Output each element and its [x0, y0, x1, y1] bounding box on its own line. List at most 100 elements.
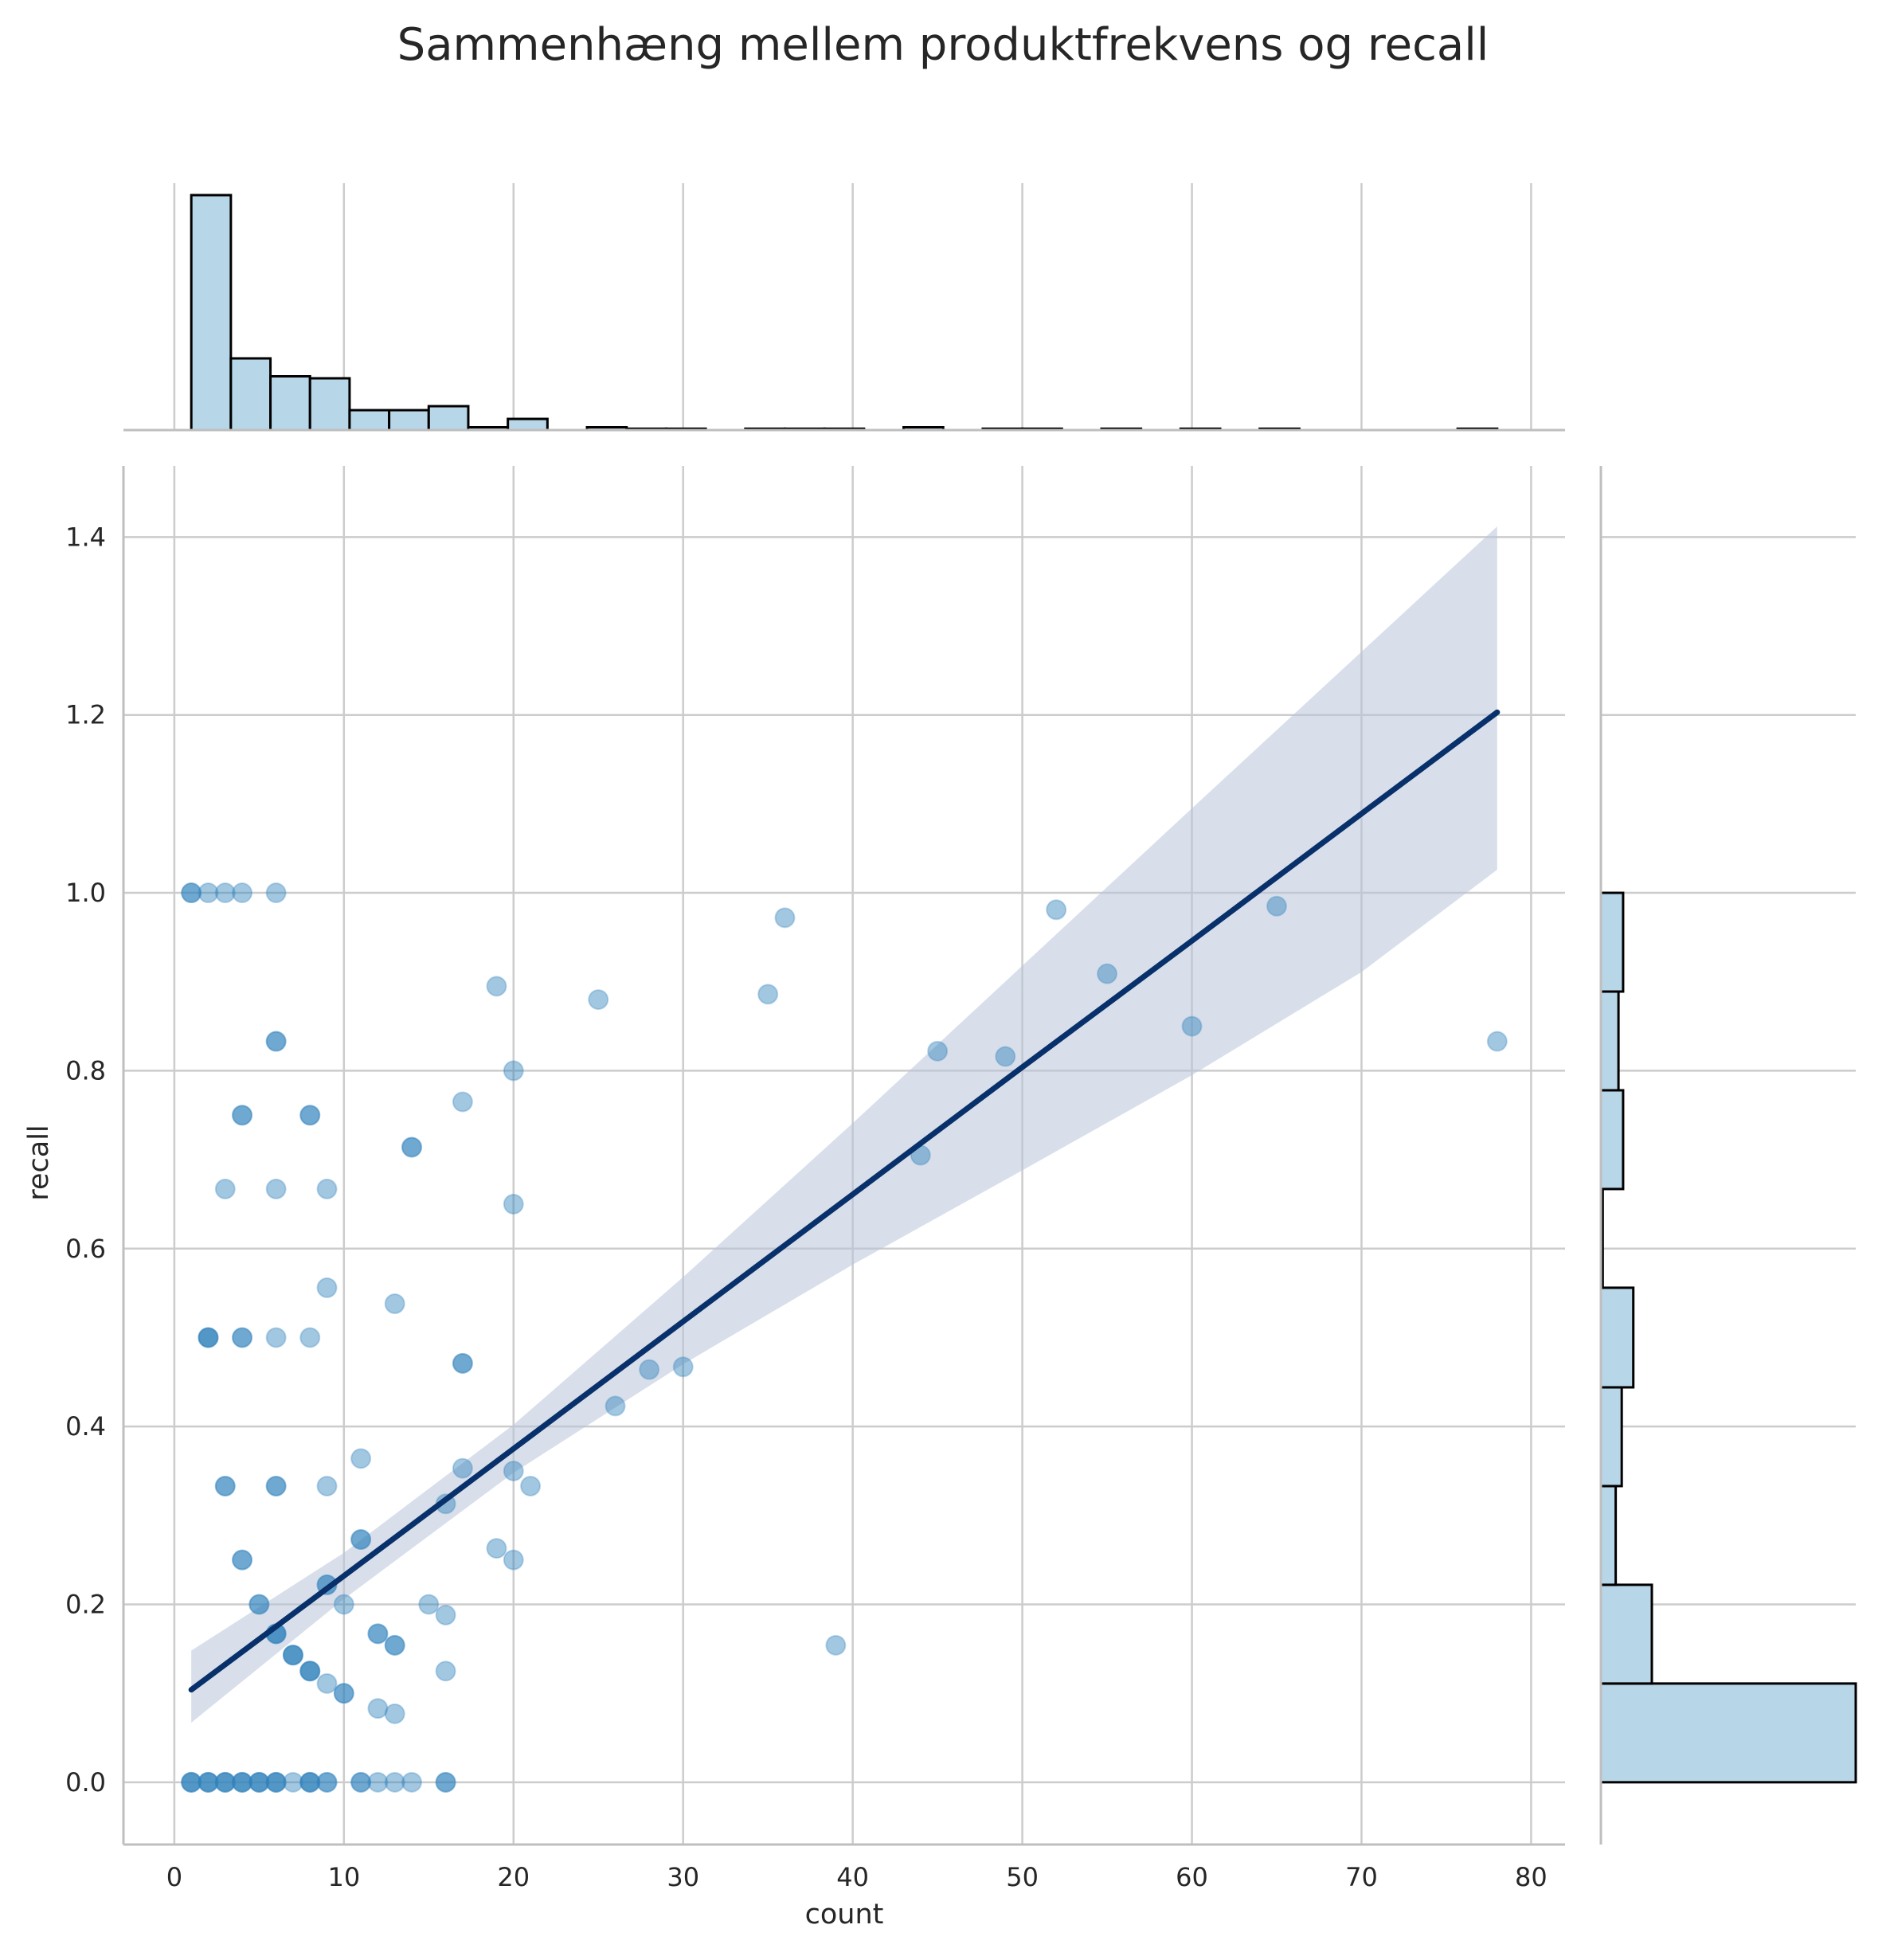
scatter-point — [214, 1771, 236, 1793]
y-histogram-bar — [1599, 1682, 1857, 1784]
scatter-points — [181, 882, 1508, 1793]
x-tick-label: 10 — [327, 1862, 360, 1892]
confidence-band-area — [191, 526, 1497, 1723]
scatter-point — [232, 1105, 253, 1126]
y-histogram-bar — [1599, 1286, 1635, 1389]
y-tick-label: 1.4 — [65, 522, 106, 552]
scatter-point — [265, 1178, 287, 1199]
scatter-point — [232, 1771, 253, 1793]
scatter-point — [214, 1771, 236, 1793]
x-tick-label: 20 — [497, 1862, 530, 1892]
scatter-point — [214, 1178, 236, 1199]
scatter-point — [384, 1634, 405, 1656]
scatter-point — [232, 1771, 253, 1793]
y-tick-labels: 0.0 0.2 0.4 0.6 0.8 1.0 1.2 1.4 — [65, 522, 106, 1797]
scatter-point — [435, 1771, 456, 1793]
y-tick-label: 1.0 — [65, 878, 106, 908]
scatter-point — [1097, 963, 1118, 984]
scatter-point — [282, 1645, 303, 1666]
x-histogram-bar — [427, 405, 470, 432]
scatter-point — [486, 1538, 507, 1559]
scatter-point — [672, 1356, 694, 1378]
x-tick-label: 40 — [836, 1862, 869, 1892]
x-marginal-grid — [173, 183, 1532, 430]
scatter-point — [350, 1771, 372, 1793]
scatter-point — [232, 1327, 253, 1348]
scatter-point — [265, 1031, 287, 1052]
scatter-point — [265, 1771, 287, 1793]
y-histogram-bar — [1599, 891, 1625, 993]
scatter-point — [825, 1634, 847, 1656]
scatter-point — [181, 882, 202, 904]
scatter-point — [503, 1549, 524, 1571]
x-histogram-bar — [190, 194, 233, 432]
scatter-point — [198, 1327, 219, 1348]
scatter-point — [350, 1528, 372, 1550]
scatter-point — [367, 1698, 389, 1719]
scatter-point — [299, 1661, 321, 1682]
x-tick-label: 70 — [1345, 1862, 1378, 1892]
regression-line — [188, 709, 1501, 1693]
scatter-point — [299, 1105, 321, 1126]
y-tick-label: 0.2 — [65, 1589, 106, 1619]
x-tick-label: 60 — [1176, 1862, 1208, 1892]
scatter-point — [418, 1594, 440, 1615]
scatter-point — [232, 1327, 253, 1348]
scatter-point — [995, 1046, 1016, 1067]
scatter-point — [232, 1549, 253, 1571]
scatter-point — [452, 1457, 473, 1479]
scatter-point — [198, 1327, 219, 1348]
scatter-point — [299, 1771, 321, 1793]
x-marginal-bars — [190, 194, 1499, 432]
scatter-point — [333, 1683, 354, 1704]
scatter-point — [1486, 1031, 1508, 1052]
scatter-point — [927, 1040, 949, 1062]
scatter-point — [757, 984, 779, 1005]
scatter-point — [181, 882, 202, 904]
scatter-point — [248, 1771, 270, 1793]
scatter-point — [452, 1091, 473, 1113]
y-tick-label: 0.6 — [65, 1234, 106, 1264]
scatter-point — [367, 1771, 389, 1793]
x-tick-label: 30 — [667, 1862, 699, 1892]
scatter-point — [605, 1395, 626, 1417]
chart-title: Sammenhæng mellem produktfrekvens og rec… — [397, 19, 1489, 71]
scatter-point — [350, 1528, 372, 1550]
scatter-point — [1181, 1015, 1203, 1037]
scatter-point — [316, 1672, 338, 1694]
scatter-point — [265, 1771, 287, 1793]
scatter-point — [350, 1448, 372, 1469]
y-marginal-histogram — [1599, 466, 1857, 1845]
scatter-point — [435, 1661, 456, 1682]
scatter-point — [214, 882, 236, 904]
scatter-point — [1046, 899, 1067, 921]
scatter-point — [435, 1604, 456, 1626]
scatter-point — [181, 1771, 202, 1793]
confidence-band — [191, 526, 1497, 1723]
scatter-point — [265, 1771, 287, 1793]
y-tick-label: 0.0 — [65, 1767, 106, 1798]
scatter-point — [198, 1327, 219, 1348]
x-histogram-bar — [388, 409, 430, 432]
scatter-point — [232, 1549, 253, 1571]
y-histogram-bar — [1599, 1485, 1618, 1586]
scatter-point — [299, 1771, 321, 1793]
x-histogram-bar — [269, 375, 311, 432]
scatter-point — [232, 882, 253, 904]
y-marginal-bars — [1599, 891, 1857, 1784]
scatter-point — [299, 1771, 321, 1793]
scatter-point — [265, 1327, 287, 1348]
x-histogram-bar — [308, 377, 351, 432]
scatter-point — [299, 1661, 321, 1682]
scatter-point — [214, 1475, 236, 1496]
scatter-point — [384, 1703, 405, 1724]
scatter-point — [435, 1771, 456, 1793]
scatter-point — [198, 1771, 219, 1793]
scatter-point — [316, 1771, 338, 1793]
x-tick-labels: 0 10 20 30 40 50 60 70 80 — [166, 1862, 1548, 1892]
x-tick-label: 0 — [166, 1862, 182, 1892]
x-tick-label: 50 — [1006, 1862, 1039, 1892]
scatter-point — [232, 1105, 253, 1126]
scatter-point — [333, 1594, 354, 1615]
